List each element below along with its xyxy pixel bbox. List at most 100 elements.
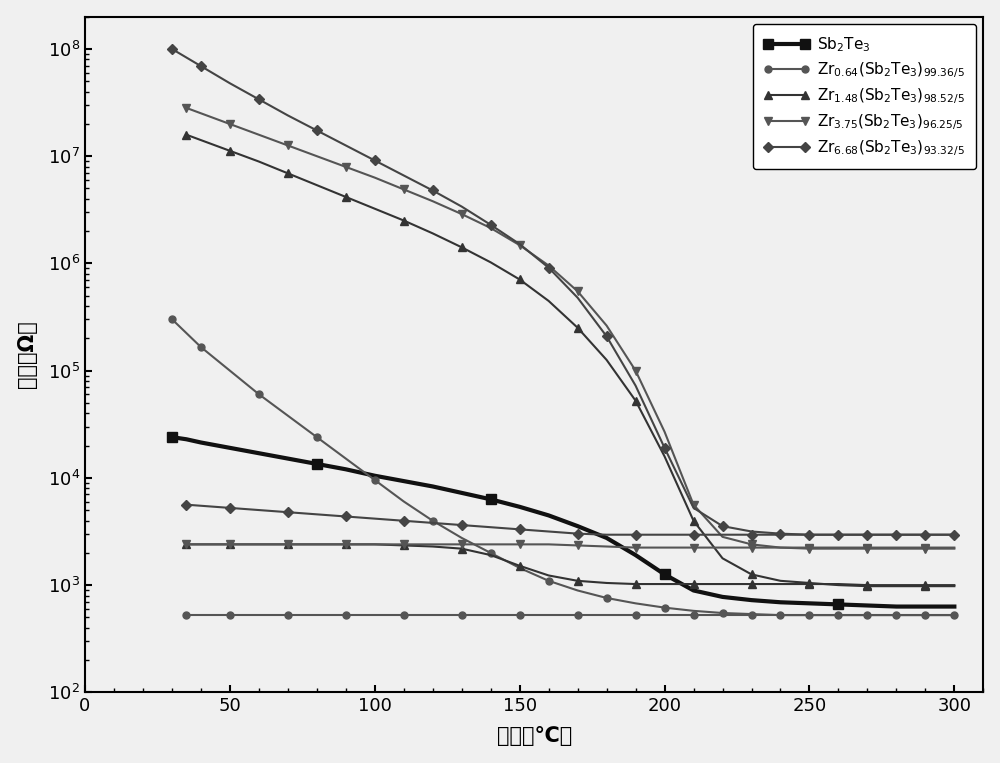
Zr$_{3.75}$(Sb$_2$Te$_3$)$_{96.25/5}$ xyxy=(803,544,815,553)
Zr$_{6.68}$(Sb$_2$Te$_3$)$_{93.32/5}$ xyxy=(717,522,729,531)
Zr$_{0.64}$(Sb$_2$Te$_3$)$_{99.36/5}$ xyxy=(717,608,729,617)
Zr$_{6.68}$(Sb$_2$Te$_3$)$_{93.32/5}$ xyxy=(803,530,815,539)
Zr$_{3.75}$(Sb$_2$Te$_3$)$_{96.25/5}$ xyxy=(688,500,700,509)
Sb$_2$Te$_3$ xyxy=(948,602,960,611)
Zr$_{6.68}$(Sb$_2$Te$_3$)$_{93.32/5}$ xyxy=(948,530,960,539)
Sb$_2$Te$_3$ xyxy=(427,482,439,491)
Zr$_{6.68}$(Sb$_2$Te$_3$)$_{93.32/5}$ xyxy=(890,530,902,539)
Zr$_{1.48}$(Sb$_2$Te$_3$)$_{98.52/5}$ xyxy=(572,324,584,333)
Sb$_2$Te$_3$ xyxy=(456,488,468,497)
Line: Zr$_{0.64}$(Sb$_2$Te$_3$)$_{99.36/5}$: Zr$_{0.64}$(Sb$_2$Te$_3$)$_{99.36/5}$ xyxy=(168,316,958,619)
Zr$_{1.48}$(Sb$_2$Te$_3$)$_{98.52/5}$ xyxy=(195,136,207,145)
Zr$_{6.68}$(Sb$_2$Te$_3$)$_{93.32/5}$ xyxy=(919,530,931,539)
Zr$_{0.64}$(Sb$_2$Te$_3$)$_{99.36/5}$ xyxy=(311,433,323,442)
Zr$_{3.75}$(Sb$_2$Te$_3$)$_{96.25/5}$ xyxy=(746,539,758,549)
Line: Zr$_{1.48}$(Sb$_2$Te$_3$)$_{98.52/5}$: Zr$_{1.48}$(Sb$_2$Te$_3$)$_{98.52/5}$ xyxy=(182,130,959,591)
Zr$_{0.64}$(Sb$_2$Te$_3$)$_{99.36/5}$ xyxy=(919,610,931,620)
Zr$_{1.48}$(Sb$_2$Te$_3$)$_{98.52/5}$ xyxy=(282,169,294,178)
Zr$_{6.68}$(Sb$_2$Te$_3$)$_{93.32/5}$ xyxy=(311,126,323,135)
Zr$_{6.68}$(Sb$_2$Te$_3$)$_{93.32/5}$ xyxy=(369,156,381,165)
Zr$_{1.48}$(Sb$_2$Te$_3$)$_{98.52/5}$ xyxy=(514,275,526,284)
Zr$_{0.64}$(Sb$_2$Te$_3$)$_{99.36/5}$ xyxy=(688,607,700,616)
Zr$_{0.64}$(Sb$_2$Te$_3$)$_{99.36/5}$ xyxy=(572,586,584,595)
Zr$_{3.75}$(Sb$_2$Te$_3$)$_{96.25/5}$ xyxy=(601,321,613,330)
Zr$_{0.64}$(Sb$_2$Te$_3$)$_{99.36/5}$ xyxy=(224,366,236,375)
Zr$_{6.68}$(Sb$_2$Te$_3$)$_{93.32/5}$ xyxy=(166,44,178,53)
Zr$_{3.75}$(Sb$_2$Te$_3$)$_{96.25/5}$ xyxy=(398,185,410,194)
Zr$_{6.68}$(Sb$_2$Te$_3$)$_{93.32/5}$ xyxy=(630,381,642,390)
Zr$_{3.75}$(Sb$_2$Te$_3$)$_{96.25/5}$ xyxy=(630,366,642,375)
Zr$_{1.48}$(Sb$_2$Te$_3$)$_{98.52/5}$ xyxy=(485,258,497,267)
Zr$_{3.75}$(Sb$_2$Te$_3$)$_{96.25/5}$ xyxy=(427,197,439,206)
Zr$_{3.75}$(Sb$_2$Te$_3$)$_{96.25/5}$ xyxy=(659,427,671,436)
Sb$_2$Te$_3$ xyxy=(485,494,497,504)
Sb$_2$Te$_3$ xyxy=(746,596,758,605)
Line: Zr$_{6.68}$(Sb$_2$Te$_3$)$_{93.32/5}$: Zr$_{6.68}$(Sb$_2$Te$_3$)$_{93.32/5}$ xyxy=(168,46,958,538)
Zr$_{0.64}$(Sb$_2$Te$_3$)$_{99.36/5}$ xyxy=(485,549,497,558)
Zr$_{6.68}$(Sb$_2$Te$_3$)$_{93.32/5}$ xyxy=(601,332,613,341)
Zr$_{6.68}$(Sb$_2$Te$_3$)$_{93.32/5}$ xyxy=(832,530,844,539)
Zr$_{0.64}$(Sb$_2$Te$_3$)$_{99.36/5}$ xyxy=(180,329,192,338)
X-axis label: 温度（℃）: 温度（℃） xyxy=(497,726,572,746)
Zr$_{6.68}$(Sb$_2$Te$_3$)$_{93.32/5}$ xyxy=(659,443,671,452)
Zr$_{1.48}$(Sb$_2$Te$_3$)$_{98.52/5}$ xyxy=(369,204,381,214)
Zr$_{1.48}$(Sb$_2$Te$_3$)$_{98.52/5}$ xyxy=(774,576,786,585)
Zr$_{0.64}$(Sb$_2$Te$_3$)$_{99.36/5}$ xyxy=(601,594,613,603)
Zr$_{3.75}$(Sb$_2$Te$_3$)$_{96.25/5}$ xyxy=(514,240,526,250)
Sb$_2$Te$_3$ xyxy=(340,465,352,474)
Zr$_{0.64}$(Sb$_2$Te$_3$)$_{99.36/5}$ xyxy=(282,411,294,420)
Zr$_{3.75}$(Sb$_2$Te$_3$)$_{96.25/5}$ xyxy=(253,130,265,140)
Zr$_{6.68}$(Sb$_2$Te$_3$)$_{93.32/5}$ xyxy=(340,141,352,150)
Zr$_{6.68}$(Sb$_2$Te$_3$)$_{93.32/5}$ xyxy=(180,53,192,62)
Zr$_{3.75}$(Sb$_2$Te$_3$)$_{96.25/5}$ xyxy=(340,163,352,172)
Zr$_{1.48}$(Sb$_2$Te$_3$)$_{98.52/5}$ xyxy=(630,396,642,405)
Zr$_{3.75}$(Sb$_2$Te$_3$)$_{96.25/5}$ xyxy=(861,544,873,553)
Zr$_{1.48}$(Sb$_2$Te$_3$)$_{98.52/5}$ xyxy=(456,243,468,252)
Zr$_{3.75}$(Sb$_2$Te$_3$)$_{96.25/5}$ xyxy=(456,210,468,219)
Zr$_{0.64}$(Sb$_2$Te$_3$)$_{99.36/5}$ xyxy=(427,517,439,526)
Sb$_2$Te$_3$ xyxy=(166,433,178,442)
Zr$_{3.75}$(Sb$_2$Te$_3$)$_{96.25/5}$ xyxy=(485,224,497,233)
Legend: Sb$_2$Te$_3$, Zr$_{0.64}$(Sb$_2$Te$_3$)$_{99.36/5}$, Zr$_{1.48}$(Sb$_2$Te$_3$)$_: Sb$_2$Te$_3$, Zr$_{0.64}$(Sb$_2$Te$_3$)$… xyxy=(753,24,976,169)
Zr$_{1.48}$(Sb$_2$Te$_3$)$_{98.52/5}$ xyxy=(948,581,960,591)
Sb$_2$Te$_3$ xyxy=(659,570,671,579)
Zr$_{1.48}$(Sb$_2$Te$_3$)$_{98.52/5}$ xyxy=(253,157,265,166)
Zr$_{6.68}$(Sb$_2$Te$_3$)$_{93.32/5}$ xyxy=(195,62,207,71)
Zr$_{6.68}$(Sb$_2$Te$_3$)$_{93.32/5}$ xyxy=(514,240,526,249)
Sb$_2$Te$_3$ xyxy=(224,443,236,452)
Zr$_{3.75}$(Sb$_2$Te$_3$)$_{96.25/5}$ xyxy=(282,141,294,150)
Zr$_{6.68}$(Sb$_2$Te$_3$)$_{93.32/5}$ xyxy=(456,202,468,211)
Sb$_2$Te$_3$ xyxy=(514,502,526,511)
Sb$_2$Te$_3$ xyxy=(919,602,931,611)
Zr$_{0.64}$(Sb$_2$Te$_3$)$_{99.36/5}$ xyxy=(890,610,902,620)
Zr$_{0.64}$(Sb$_2$Te$_3$)$_{99.36/5}$ xyxy=(659,603,671,612)
Sb$_2$Te$_3$ xyxy=(543,511,555,520)
Sb$_2$Te$_3$ xyxy=(195,438,207,447)
Zr$_{0.64}$(Sb$_2$Te$_3$)$_{99.36/5}$ xyxy=(774,610,786,620)
Zr$_{1.48}$(Sb$_2$Te$_3$)$_{98.52/5}$ xyxy=(311,181,323,190)
Y-axis label: 电阻（Ω）: 电阻（Ω） xyxy=(17,320,37,388)
Sb$_2$Te$_3$ xyxy=(311,459,323,468)
Sb$_2$Te$_3$ xyxy=(717,592,729,601)
Sb$_2$Te$_3$ xyxy=(803,599,815,608)
Zr$_{3.75}$(Sb$_2$Te$_3$)$_{96.25/5}$ xyxy=(832,544,844,553)
Zr$_{1.48}$(Sb$_2$Te$_3$)$_{98.52/5}$ xyxy=(601,356,613,365)
Zr$_{3.75}$(Sb$_2$Te$_3$)$_{96.25/5}$ xyxy=(195,108,207,118)
Sb$_2$Te$_3$ xyxy=(253,449,265,458)
Zr$_{6.68}$(Sb$_2$Te$_3$)$_{93.32/5}$ xyxy=(398,171,410,180)
Zr$_{1.48}$(Sb$_2$Te$_3$)$_{98.52/5}$ xyxy=(340,192,352,201)
Sb$_2$Te$_3$ xyxy=(861,601,873,610)
Line: Sb$_2$Te$_3$: Sb$_2$Te$_3$ xyxy=(167,433,959,611)
Zr$_{6.68}$(Sb$_2$Te$_3$)$_{93.32/5}$ xyxy=(774,529,786,538)
Zr$_{1.48}$(Sb$_2$Te$_3$)$_{98.52/5}$ xyxy=(803,578,815,588)
Sb$_2$Te$_3$ xyxy=(630,551,642,560)
Zr$_{0.64}$(Sb$_2$Te$_3$)$_{99.36/5}$ xyxy=(630,599,642,608)
Zr$_{3.75}$(Sb$_2$Te$_3$)$_{96.25/5}$ xyxy=(180,103,192,112)
Zr$_{1.48}$(Sb$_2$Te$_3$)$_{98.52/5}$ xyxy=(688,517,700,526)
Zr$_{1.48}$(Sb$_2$Te$_3$)$_{98.52/5}$ xyxy=(543,296,555,305)
Zr$_{3.75}$(Sb$_2$Te$_3$)$_{96.25/5}$ xyxy=(311,152,323,161)
Zr$_{1.48}$(Sb$_2$Te$_3$)$_{98.52/5}$ xyxy=(861,581,873,591)
Zr$_{0.64}$(Sb$_2$Te$_3$)$_{99.36/5}$ xyxy=(803,610,815,620)
Sb$_2$Te$_3$ xyxy=(890,602,902,611)
Zr$_{3.75}$(Sb$_2$Te$_3$)$_{96.25/5}$ xyxy=(774,543,786,552)
